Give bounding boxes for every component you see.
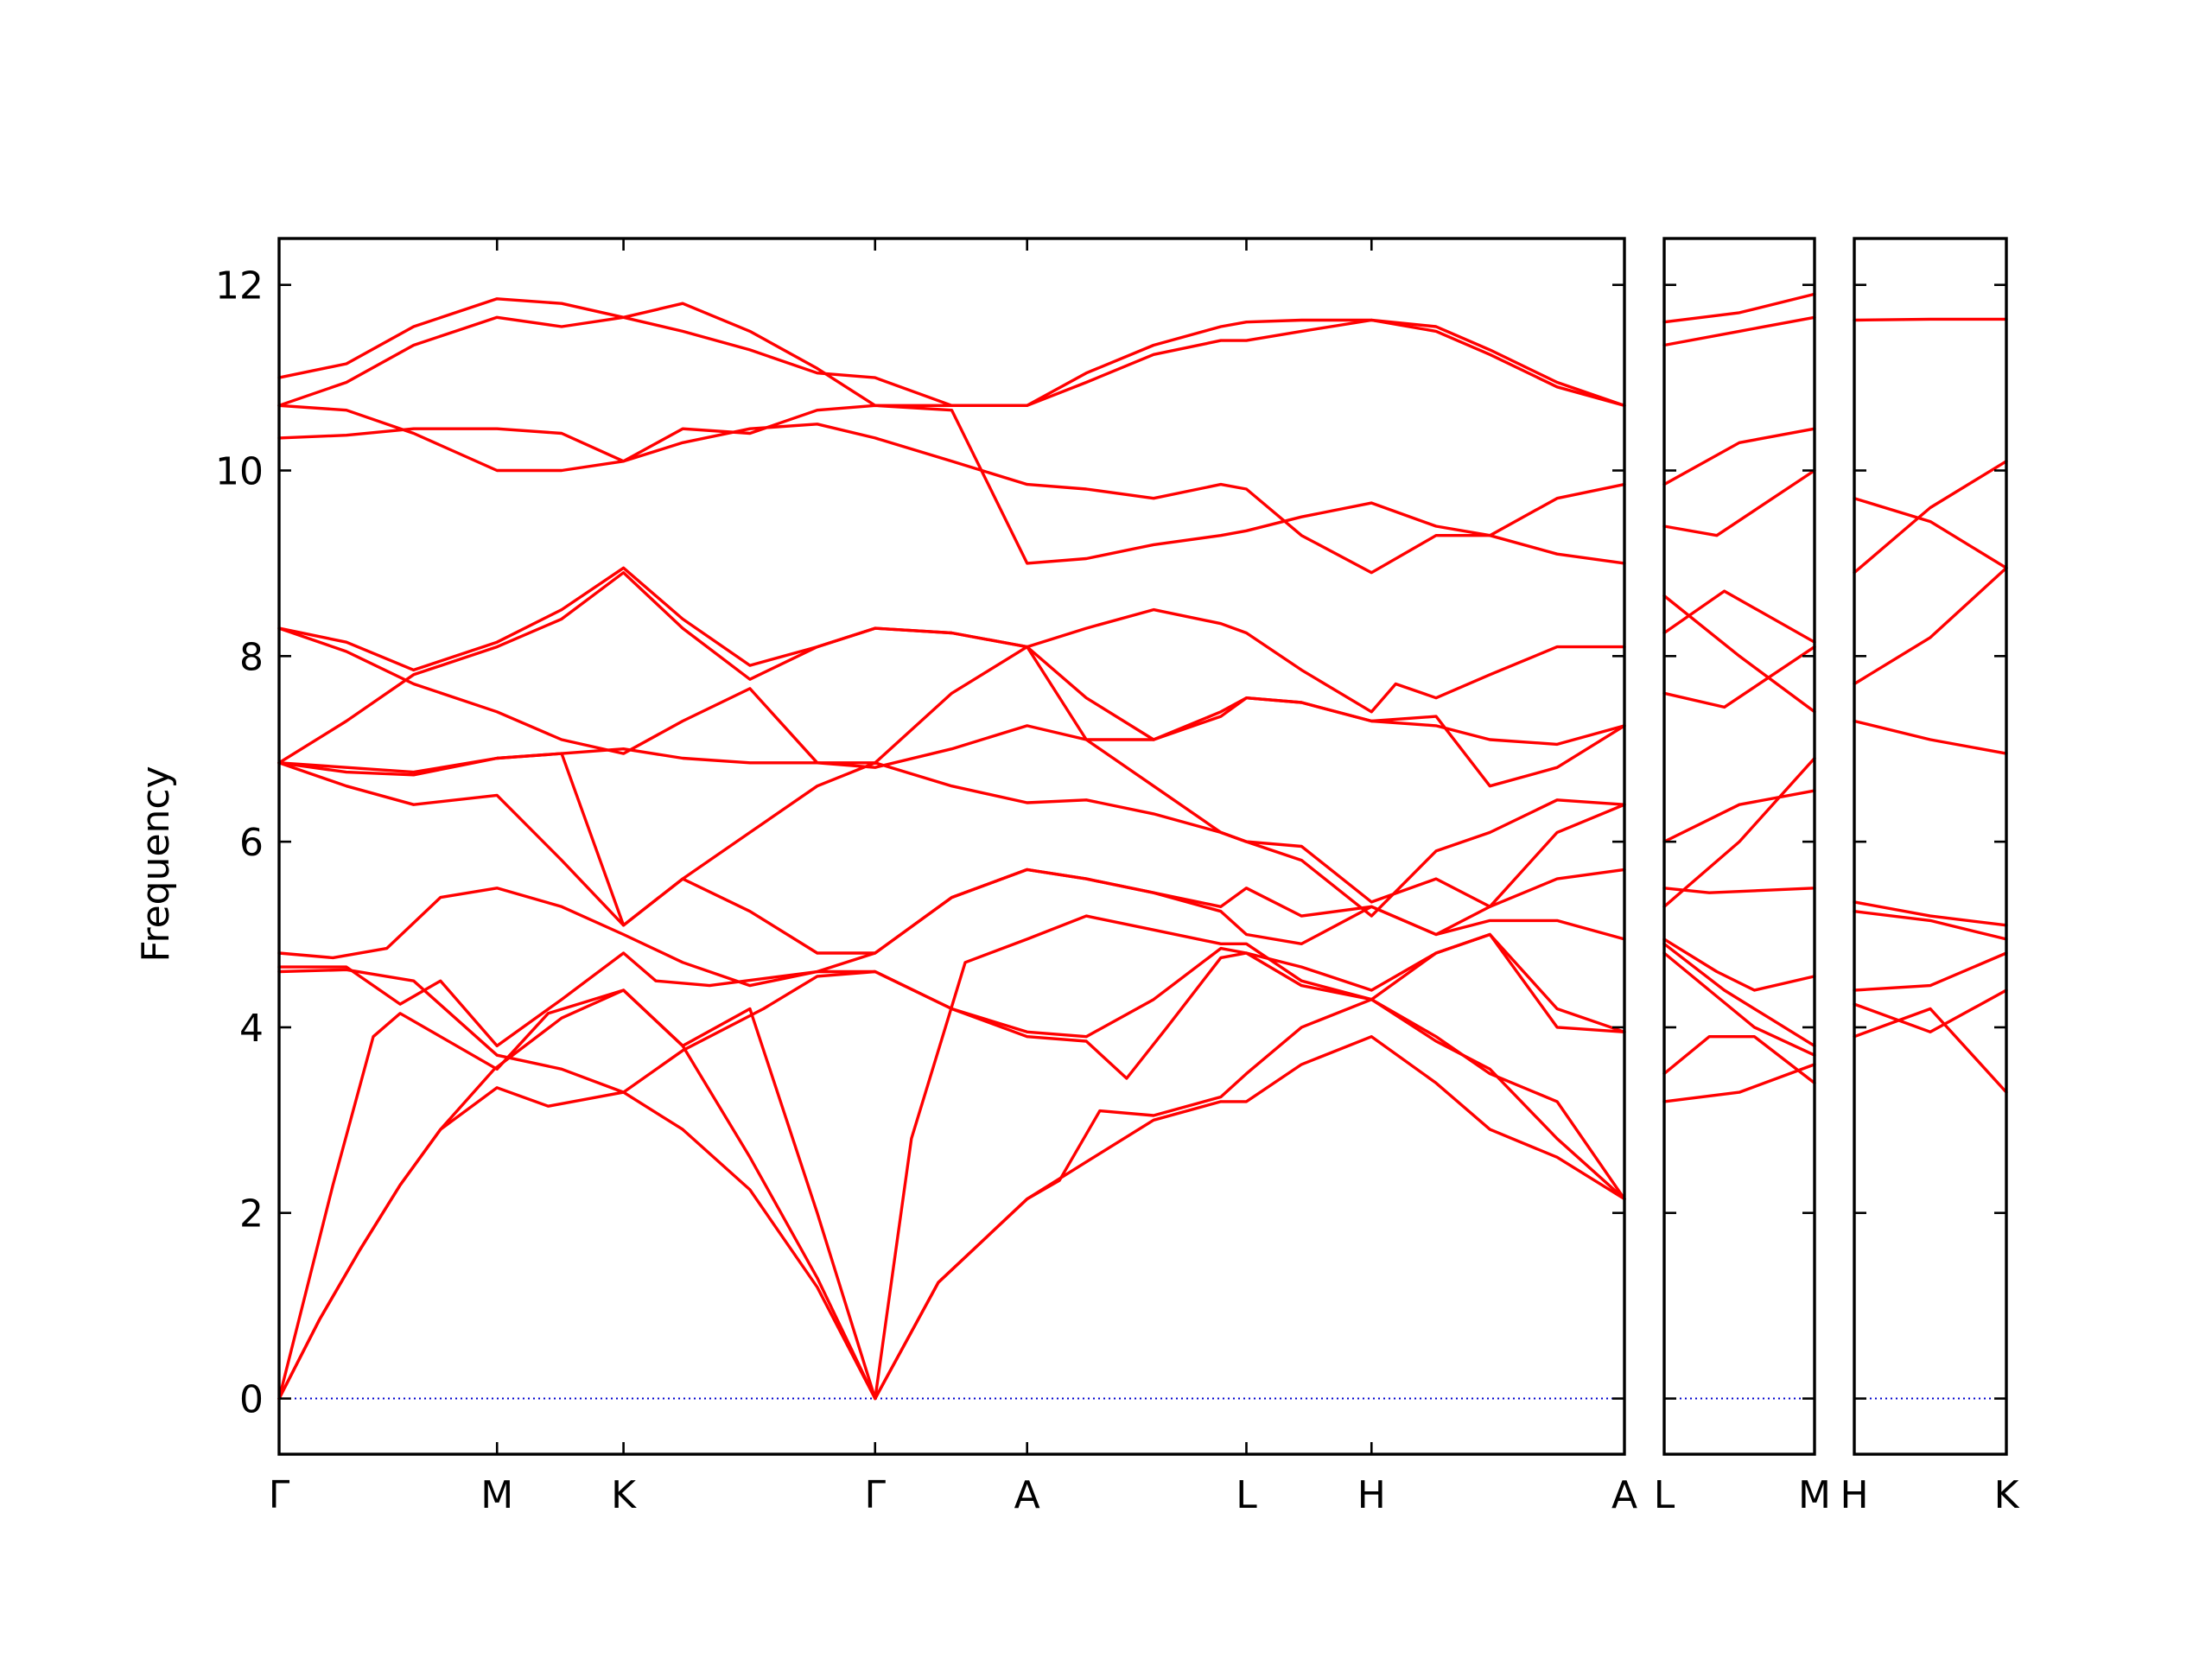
phonon-band [1853, 719, 2008, 755]
phonon-band [1662, 645, 1816, 709]
x-tick-label: K [611, 1473, 637, 1517]
y-tick-label: 4 [239, 1007, 264, 1051]
plot-panels [277, 237, 2008, 1456]
panel-frame [1853, 237, 2008, 1456]
phonon-band [277, 932, 1626, 1048]
x-tick-label: M [1798, 1473, 1831, 1517]
phonon-band [1662, 589, 1816, 644]
y-tick-label: 2 [239, 1192, 264, 1236]
phonon-band [1662, 938, 1816, 992]
x-tick-label: H [1357, 1473, 1386, 1517]
phonon-band [277, 932, 1626, 1094]
phonon-band [1662, 756, 1816, 908]
phonon-band [1853, 317, 2008, 322]
phonon-band [1662, 951, 1816, 1057]
x-tick-label: M [480, 1473, 513, 1517]
panel-frame [277, 237, 1626, 1456]
x-tick-label: A [1611, 1473, 1637, 1517]
phonon-band [277, 571, 1626, 765]
phonon-band [1662, 594, 1816, 714]
panel-1 [277, 237, 1626, 1456]
y-tick-labels: 0 2 4 6 8 10 12 [215, 264, 264, 1422]
y-tick-label: 8 [239, 635, 264, 679]
phonon-band [277, 404, 1626, 565]
phonon-band [277, 988, 1626, 1401]
x-tick-label: Γ [864, 1473, 886, 1517]
phonon-band [277, 724, 1626, 918]
phonon-band [1662, 427, 1816, 486]
phonon-band [277, 297, 1626, 407]
phonon-band [1662, 887, 1816, 894]
phonon-band [1853, 566, 2008, 686]
phonon-band [277, 302, 1626, 407]
phonon-band [1662, 1063, 1816, 1103]
y-axis-label: Frequency [134, 766, 178, 962]
phonon-band [1662, 789, 1816, 843]
phonon-band [1662, 942, 1816, 1048]
panel-2 [1662, 237, 1816, 1456]
x-tick-label: Γ [269, 1473, 290, 1517]
phonon-band [1853, 910, 2008, 941]
phonon-band [1662, 468, 1816, 537]
phonon-band [1662, 1035, 1816, 1085]
x-tick-label: H [1840, 1473, 1868, 1517]
phonon-band [277, 752, 1626, 927]
x-tick-label: K [1994, 1473, 2020, 1517]
phonon-band [1853, 1007, 2008, 1094]
y-tick-label: 0 [239, 1378, 264, 1422]
x-tick-label: A [1014, 1473, 1040, 1517]
x-tick-label: L [1236, 1473, 1257, 1517]
phonon-band [277, 607, 1626, 765]
phonon-band [1662, 292, 1816, 324]
phonon-band [1853, 951, 2008, 992]
phonon-band [1853, 460, 2008, 575]
phonon-band [277, 761, 1626, 955]
phonon-band [1853, 497, 2008, 569]
panel-3 [1853, 237, 2008, 1456]
y-tick-label: 12 [215, 264, 264, 308]
y-tick-label: 10 [215, 450, 264, 494]
phonon-band [277, 423, 1626, 575]
phonon-band [1853, 900, 2008, 927]
phonon-band [277, 914, 1626, 1401]
y-tick-label: 6 [239, 821, 264, 865]
phonon-band [277, 566, 1626, 788]
panel-frame [1662, 237, 1816, 1456]
x-tick-label: L [1654, 1473, 1675, 1517]
phonon-band [1853, 988, 2008, 1033]
phonon-band [1662, 315, 1816, 347]
